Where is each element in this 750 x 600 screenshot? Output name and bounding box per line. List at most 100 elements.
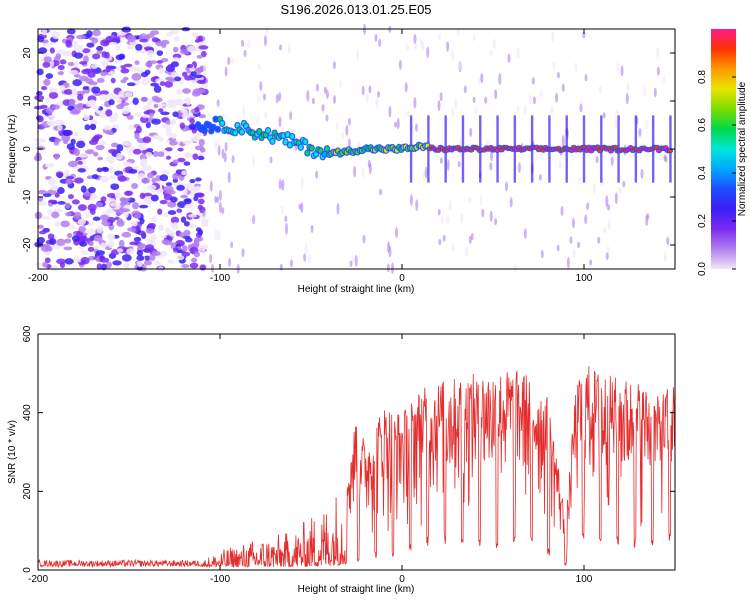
spectrogram-cell — [170, 71, 179, 78]
spectrogram-cell — [490, 149, 494, 162]
spectrogram-cell — [146, 33, 155, 38]
spectrogram-cell — [136, 243, 146, 249]
spectrogram-cell — [112, 260, 122, 266]
snr-y-label: SNR (10 * v/v) — [7, 420, 18, 484]
spectrogram-cell — [472, 34, 476, 42]
spectrogram-cell — [47, 177, 57, 186]
spectrogram-cell — [463, 85, 467, 94]
spectrogram-cell — [110, 183, 120, 191]
spectrogram-cell — [121, 254, 132, 262]
tone-core — [589, 149, 594, 153]
spectrogram-cell — [426, 46, 430, 59]
spectrogram-cell — [586, 202, 590, 211]
spectrogram-cell — [577, 177, 581, 185]
spectrogram-cell — [93, 234, 103, 242]
spectrogram-cell — [153, 103, 159, 109]
spectrogram-cell — [252, 156, 256, 166]
spectrogram-cell — [378, 38, 382, 47]
spectrogram-cell — [99, 90, 109, 96]
spectrogram-cell — [164, 147, 173, 152]
spectrogram-cell — [86, 229, 96, 234]
spectrogram-cell — [165, 119, 171, 125]
spectrogram-cell — [469, 127, 473, 138]
spectrogram-cell — [193, 240, 200, 247]
spectrogram-cell — [180, 216, 187, 223]
spectrogram-cell — [55, 119, 65, 125]
spectrogram-cell — [231, 155, 235, 164]
spectrogram-cell — [377, 90, 381, 98]
spectrogram-cell — [51, 211, 60, 219]
spectrogram-cell — [134, 112, 142, 117]
tone-core — [303, 139, 308, 145]
spectrogram-cell — [140, 49, 146, 54]
spectrogram-cell — [280, 205, 284, 215]
spectrogram-cell — [552, 61, 556, 69]
spectrogram-cell — [516, 105, 520, 114]
spectrogram-cell — [76, 34, 86, 40]
spectrogram-cell — [269, 156, 273, 164]
spectrogram-cell — [116, 152, 123, 160]
spectrogram-cell — [95, 202, 104, 208]
spectrogram-cell — [190, 71, 197, 76]
spectrogram-cell — [106, 216, 116, 223]
spectrogram-cell — [569, 236, 573, 244]
tone-core — [287, 142, 292, 148]
spectrogram-cell — [126, 82, 136, 87]
spectrogram-cell — [119, 197, 127, 203]
spectrogram-cell — [99, 94, 108, 102]
spectrogram-cell — [161, 42, 167, 48]
spectrogram-cell — [140, 71, 149, 78]
spectrogram-cell — [194, 185, 201, 192]
spectrogram-cell — [105, 109, 113, 117]
spectrogram-cell — [88, 186, 96, 194]
spectrogram-cell — [182, 140, 192, 145]
tone-core — [309, 145, 314, 151]
spectrogram-cell — [105, 129, 114, 135]
spectrogram-cell — [54, 192, 60, 198]
x-tick-label: 0 — [399, 574, 405, 585]
spectrogram-cell — [91, 174, 99, 180]
spectrogram-cell — [191, 257, 198, 263]
spectrogram-cell — [221, 207, 225, 215]
tone-core — [613, 145, 618, 149]
spectrogram-cell — [625, 92, 629, 105]
colorbar-tick-label: 0.4 — [697, 166, 708, 180]
spectrogram-cell — [523, 228, 527, 240]
spectrogram-cell — [437, 208, 441, 216]
spectrogram-cell — [176, 89, 182, 95]
spectrogram-cell — [390, 262, 394, 275]
spectrogram-cell — [605, 252, 609, 261]
spectrogram-cell — [513, 263, 517, 273]
spectrogram-cell — [90, 64, 98, 69]
spectrogram-cell — [38, 230, 47, 235]
spectrogram-cell — [88, 255, 97, 261]
spectrogram-cell — [460, 212, 464, 224]
spectrogram-cell — [321, 104, 325, 112]
spectrogram-cell — [211, 263, 215, 273]
spectrogram-cell — [161, 239, 170, 245]
spectrogram-cell — [386, 263, 390, 273]
spectrogram-cell — [66, 232, 73, 239]
spectrogram-cell — [159, 250, 168, 257]
spectrogram-cell — [198, 138, 205, 147]
spectrogram-cell — [73, 255, 79, 263]
spectrogram-cell — [170, 196, 178, 203]
spectrogram-cell — [87, 203, 97, 212]
spectrogram-cell — [165, 155, 172, 160]
spectrogram-cell — [218, 201, 222, 214]
spectrogram-cell — [247, 38, 251, 50]
spectrogram-cell — [126, 115, 134, 120]
spectrogram-cell — [142, 136, 152, 144]
spectrogram-cell — [71, 235, 80, 242]
spectrogram-cell — [143, 255, 151, 261]
spectrogram-cell — [474, 107, 478, 115]
spectrogram-cell — [181, 113, 191, 119]
spectrogram-cell — [256, 95, 260, 104]
spectrogram-cell — [202, 209, 206, 217]
snr-y-ticks: 0 200 400 600 — [22, 325, 675, 573]
spectrogram-cell — [558, 161, 562, 169]
spectrogram-cell — [80, 185, 87, 193]
spectrogram-cell — [141, 78, 150, 86]
y-tick-label: 600 — [22, 325, 33, 342]
spectrogram-cell — [216, 99, 220, 108]
